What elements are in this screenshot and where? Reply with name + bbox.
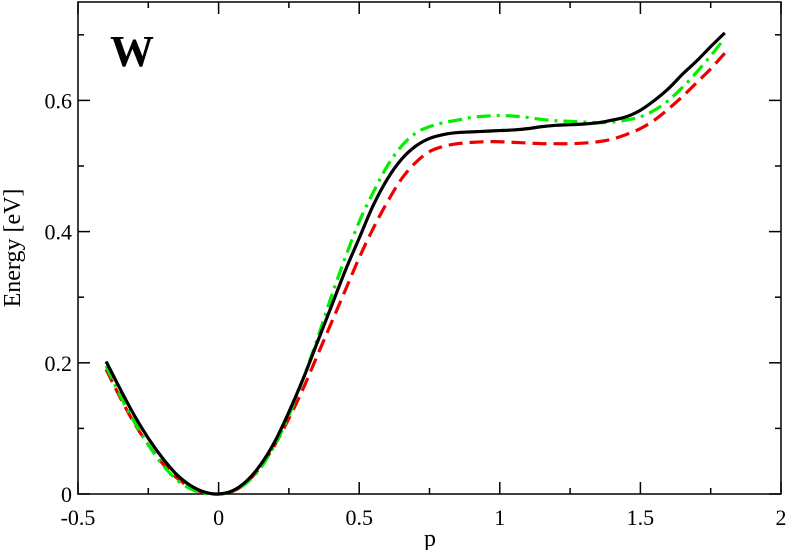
- y-axis-title: Energy [eV]: [0, 189, 26, 308]
- y-tick-label: 0.6: [45, 88, 73, 113]
- x-tick-label: 1.5: [627, 505, 655, 530]
- x-tick-label: 0: [213, 505, 224, 530]
- axis-tick-labels: -0.5 0 0.5 1 1.5 200.20.40.6: [45, 88, 787, 530]
- series-layer: [104, 31, 727, 496]
- series-line-solid: [104, 31, 726, 496]
- plot-frame: [77, 1, 782, 495]
- panel-label: W: [110, 27, 154, 76]
- axis-ticks: [77, 2, 782, 495]
- y-tick-label: 0.4: [45, 220, 73, 245]
- series-line-dashed: [104, 52, 726, 496]
- y-tick-label: 0.2: [45, 351, 73, 376]
- x-axis-title: p: [424, 526, 436, 550]
- y-tick-label: 0: [61, 482, 72, 507]
- x-tick-label: 1: [494, 505, 505, 530]
- x-tick-label: 2: [776, 505, 787, 530]
- series-line-dash-dot: [104, 37, 727, 496]
- x-tick-label: -0.5: [61, 505, 96, 530]
- x-tick-label: 0.5: [345, 505, 373, 530]
